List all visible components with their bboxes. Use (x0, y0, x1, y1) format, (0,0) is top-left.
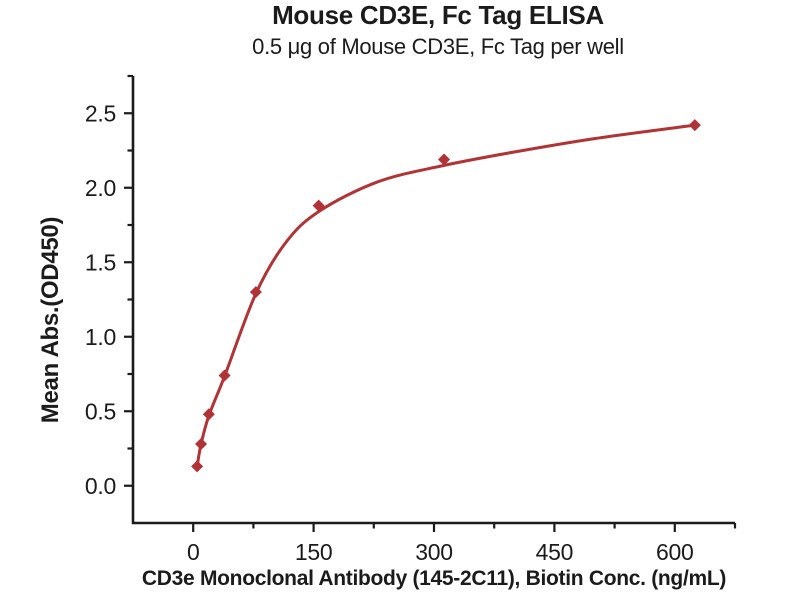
data-point-marker (191, 460, 204, 473)
data-point-marker (218, 369, 231, 382)
y-tick-label: 2.0 (85, 175, 116, 201)
y-tick-label: 2.5 (85, 100, 116, 126)
x-tick-label: 600 (656, 539, 693, 565)
data-point-marker (195, 438, 208, 451)
x-tick-label: 0 (187, 539, 200, 565)
y-tick-label: 1.0 (85, 324, 116, 350)
x-tick-label: 150 (295, 539, 332, 565)
y-axis-label: Mean Abs.(OD450) (37, 216, 64, 424)
fit-curve (195, 123, 697, 468)
y-tick-label: 0.0 (85, 473, 116, 499)
y-tick-label: 0.5 (85, 398, 116, 424)
data-point-marker (312, 199, 325, 212)
data-point-marker (249, 286, 262, 299)
data-point-marker (202, 408, 215, 421)
chart-title: Mouse CD3E, Fc Tag ELISA (272, 0, 604, 30)
data-point-marker (688, 119, 701, 132)
y-tick-label: 1.5 (85, 249, 116, 275)
x-axis-label: CD3e Monoclonal Antibody (145-2C11), Bio… (141, 567, 727, 590)
x-tick-label: 450 (536, 539, 573, 565)
data-point-marker (438, 153, 451, 166)
chart-subtitle: 0.5 μg of Mouse CD3E, Fc Tag per well (252, 34, 624, 59)
x-tick-label: 300 (415, 539, 452, 565)
axis-spines (131, 76, 735, 525)
